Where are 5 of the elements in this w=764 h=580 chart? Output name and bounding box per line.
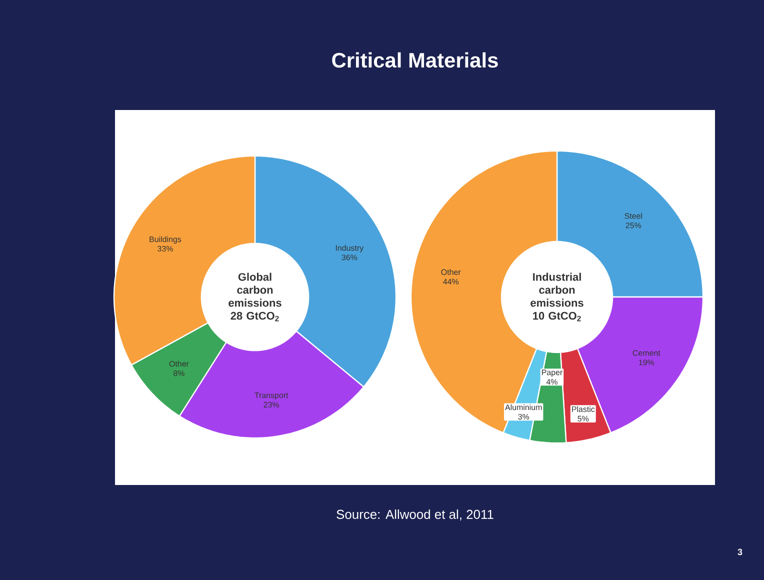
text: Critical Materials — [332, 52, 498, 68]
text: Industrial carbon emissions 10 GtCO$_{2}$ — [530, 272, 584, 322]
source-note: Source: Allwood et al, 2011 — [336, 509, 494, 521]
text: Global carbon emissions 28 GtCO$_{2}$ — [228, 272, 282, 322]
text: 3 — [738, 548, 742, 556]
